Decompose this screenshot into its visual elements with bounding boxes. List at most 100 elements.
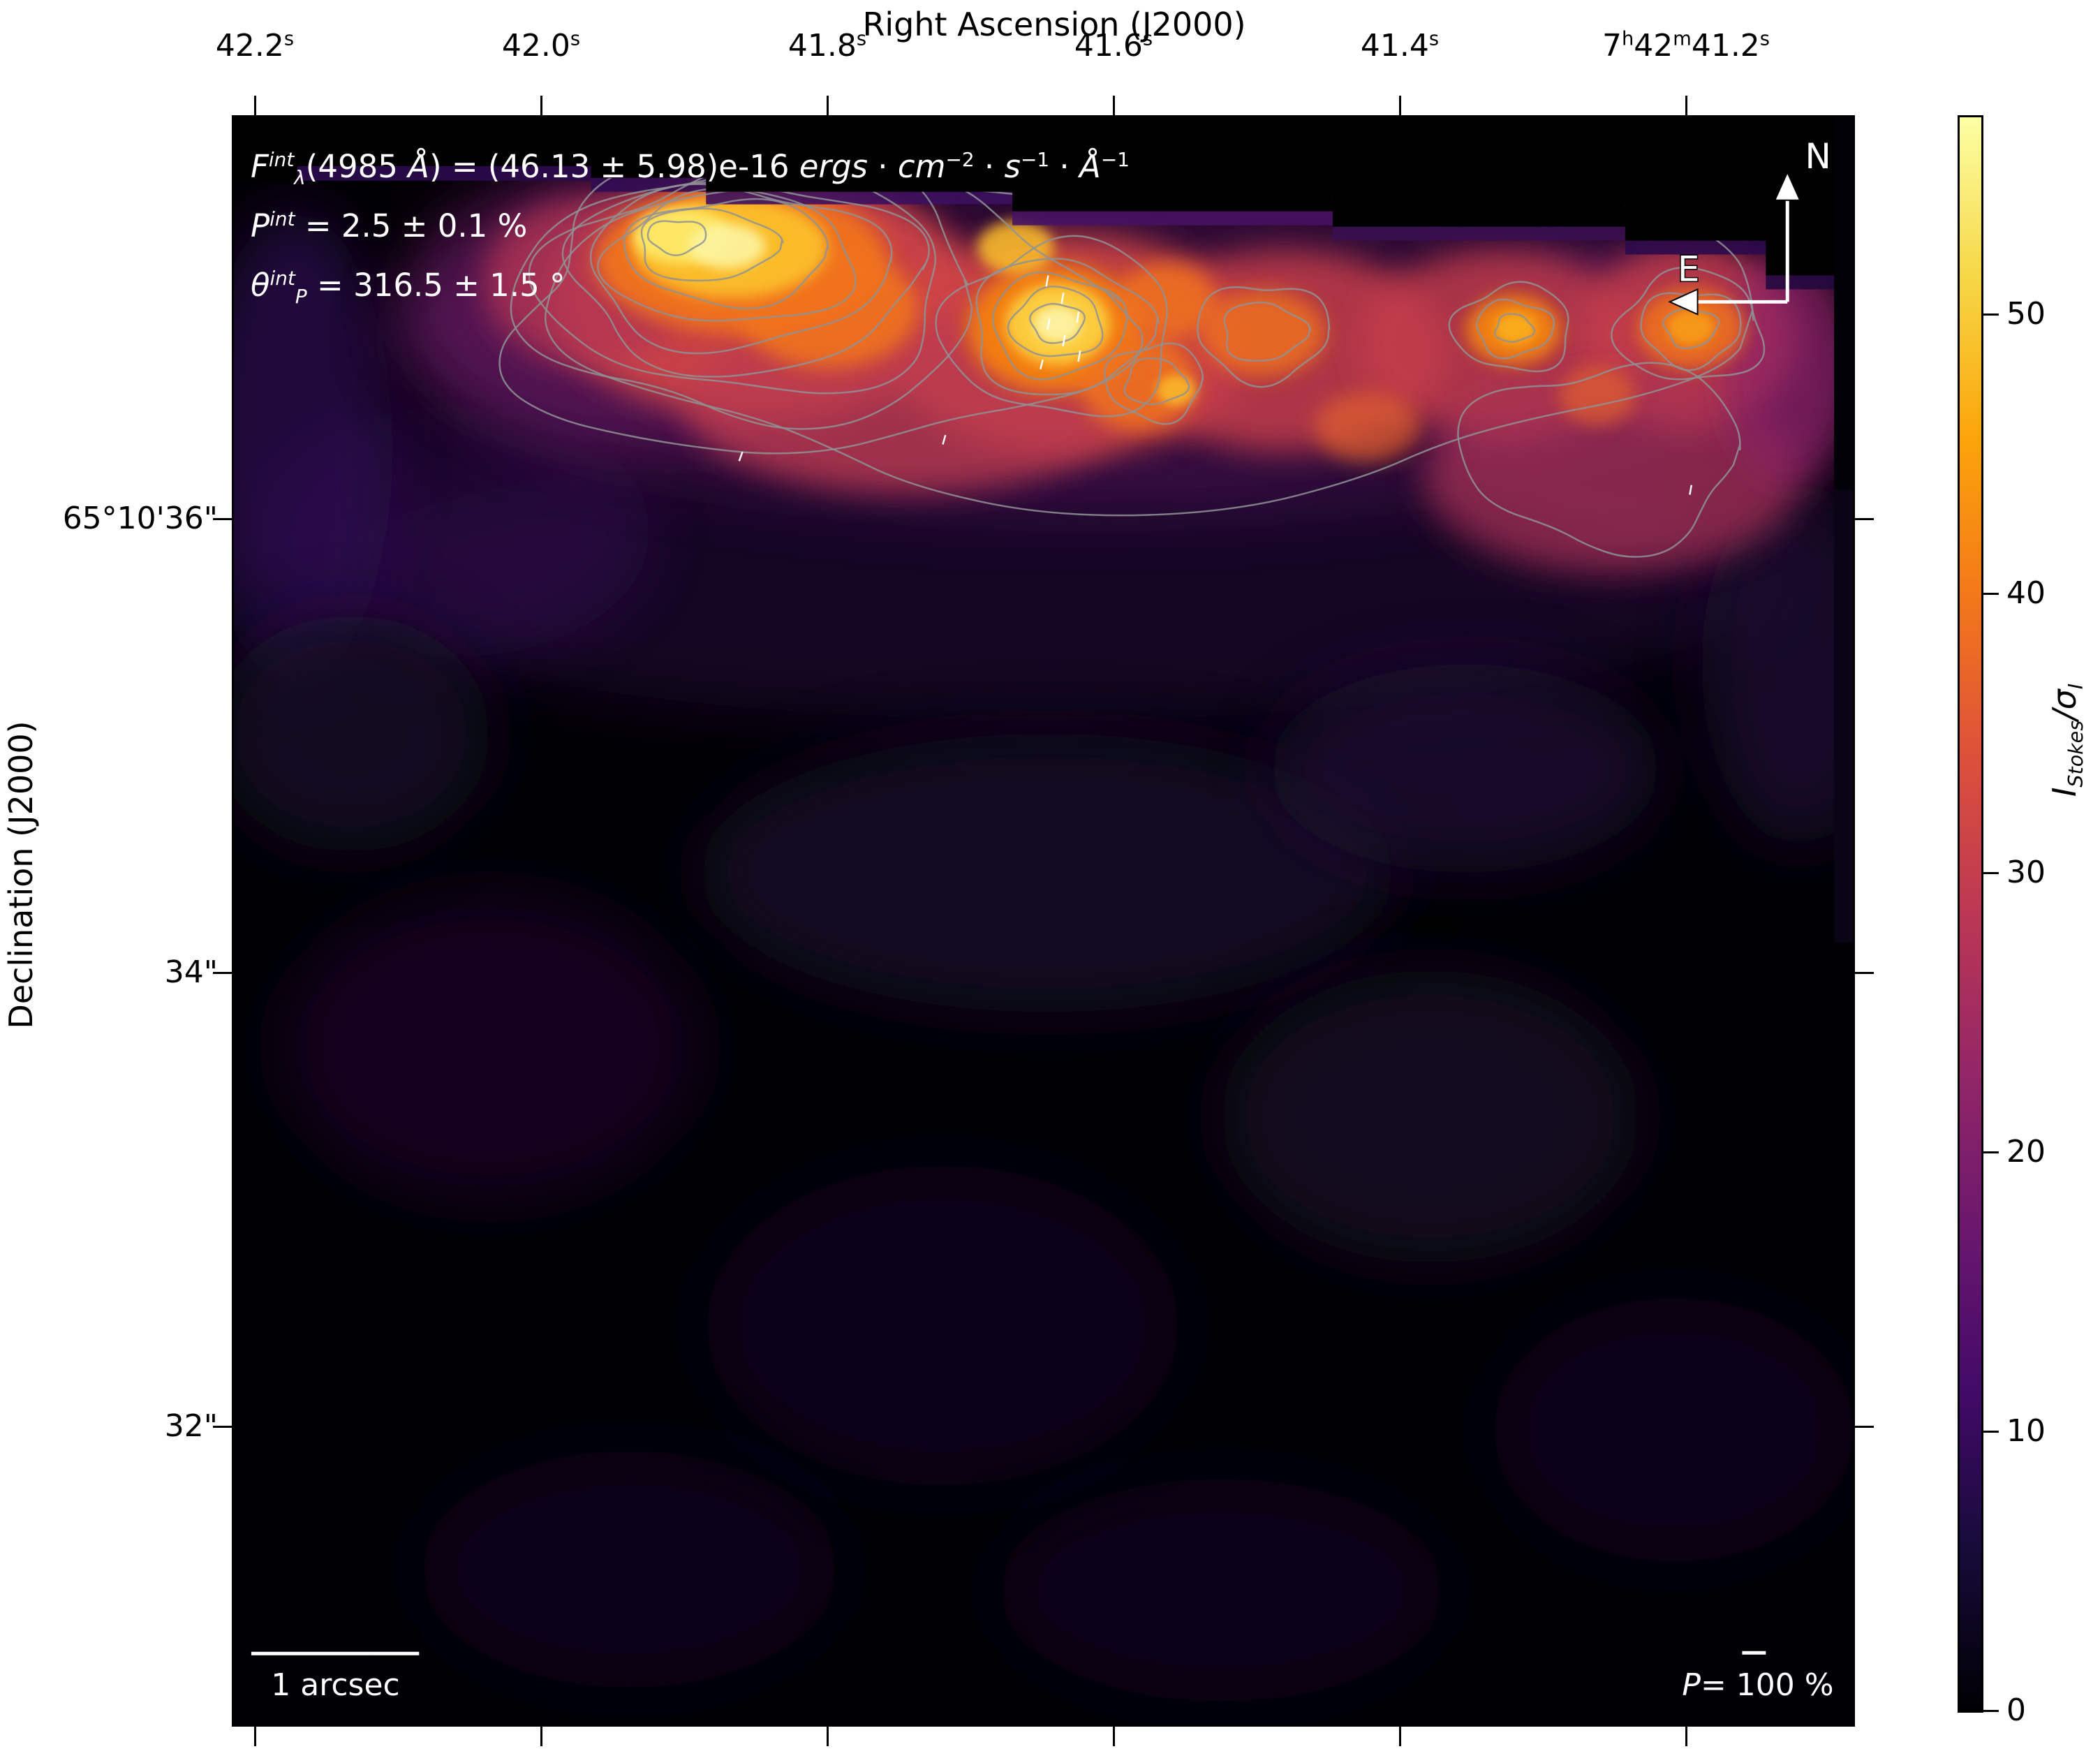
text-segment: h [1621,28,1634,50]
text-segment: = 2.5 ± 0.1 % [295,207,528,244]
text-segment: · [1049,148,1080,185]
x-axis-title: Right Ascension (J2000) [862,6,1246,43]
y-axis-title: Declination (J2000) [2,721,40,1029]
colorbar-title: IStokes/σI [2043,531,2088,950]
y-tick-mark-left [213,971,232,974]
pol-legend-label: P= 100 % [1674,1667,1842,1703]
text-segment: −2 [945,148,975,171]
x-tick-mark-bottom [1398,1727,1401,1746]
y-tick-label: 32" [164,1408,218,1444]
text-segment: · [974,148,1005,185]
text-segment: s [1142,28,1153,50]
text-segment: m [1673,28,1692,50]
text-segment: 42 [1634,28,1673,64]
scalebar-label: 1 arcsec [271,1667,400,1703]
x-tick-mark-top [253,96,256,115]
compass-label-e: E [1678,249,1700,289]
colorbar-tick-mark [1983,1151,1999,1153]
text-segment: = 100 % [1700,1667,1834,1703]
text-segment: θ [251,267,270,304]
intensity-heatmap: NE [234,117,1853,1725]
text-segment: (4985 [305,148,408,185]
x-tick-mark-top [1685,96,1687,115]
text-segment: int [268,148,295,171]
colorbar-tick-mark [1983,1709,1999,1712]
text-segment: λ [294,166,306,189]
x-tick-mark-top [1112,96,1115,115]
text-segment: s [1759,28,1770,50]
text-segment: Å [1079,148,1101,185]
text-segment: 7 [1602,28,1622,64]
x-tick-label: 41.4s [1239,27,1560,66]
text-segment: 42.0 [501,28,570,64]
colorbar-tick-mark [1983,871,1999,874]
x-tick-mark-top [540,96,542,115]
colorbar-tick-mark [1983,313,1999,316]
x-tick-label: 41.6s [953,27,1274,66]
x-tick-label: 42.0s [380,27,702,66]
text-segment: ) = (46.13 ± 5.98)e-16 [429,148,799,185]
x-tick-mark-bottom [540,1727,542,1746]
text-segment: −1 [1020,148,1050,171]
text-segment: Å [408,148,429,185]
y-tick-label: 65°10'36" [62,501,218,536]
flux-annotation: Fintλ(4985 Å) = (46.13 ± 5.98)e-16 ergs … [251,148,1130,187]
compass-arrowhead [1773,170,1801,201]
y-tick-mark-right [1855,517,1874,520]
text-segment: = 316.5 ± 1.5 ° [306,267,565,304]
text-segment: Stokes [2064,720,2088,788]
x-tick-mark-bottom [826,1727,829,1746]
colorbar-tick-label: 20 [2006,1134,2046,1169]
x-tick-label: 41.8s [667,27,988,66]
colorbar-tick-label: 30 [2006,855,2046,890]
text-segment: s [570,28,581,50]
text-segment: 41.2 [1691,28,1760,64]
colorbar-tick-label: 40 [2006,575,2046,611]
colorbar-tick-mark [1983,592,1999,595]
colorbar-tick-label: 50 [2006,296,2046,332]
angle-annotation: θintP = 316.5 ± 1.5 ° [251,267,1130,306]
text-segment: I [2064,683,2088,690]
x-tick-mark-bottom [253,1727,256,1746]
text-segment: s [856,28,867,50]
text-segment: 41.4 [1360,28,1429,64]
text-segment: σ [2046,689,2083,710]
text-segment: P [295,285,307,308]
x-tick-label: 7h42m41.2s [1525,27,1847,66]
y-tick-mark-right [1855,971,1874,974]
compass-label-n: N [1805,136,1831,177]
compass-arrowhead [1668,288,1699,316]
y-tick-mark-left [213,1425,232,1428]
text-segment: int [269,267,295,290]
text-segment: cm [897,148,946,185]
text-segment: s [283,28,295,50]
colorbar-gradient [1960,117,1981,1711]
text-segment: s [1428,28,1440,50]
colorbar-tick-label: 0 [2006,1692,2026,1728]
text-segment: s [1004,148,1021,185]
y-tick-mark-right [1855,1425,1874,1428]
x-tick-mark-top [1398,96,1401,115]
colorbar [1958,115,1983,1713]
y-tick-mark-left [213,517,232,520]
x-tick-label: 42.2s [94,27,415,66]
text-segment: P [1682,1667,1701,1703]
text-segment: · [867,148,898,185]
x-tick-mark-top [826,96,829,115]
text-segment: F [251,148,269,185]
text-segment: P [251,207,270,244]
y-tick-label: 34" [164,954,218,990]
text-segment: 41.6 [1074,28,1143,64]
annotation-block: Fintλ(4985 Å) = (46.13 ± 5.98)e-16 ergs … [251,148,1130,326]
text-segment: / [2046,709,2083,721]
text-segment: 41.8 [788,28,857,64]
text-segment: −1 [1100,148,1130,171]
text-segment: I [2046,787,2083,797]
x-tick-mark-bottom [1685,1727,1687,1746]
text-segment: 42.2 [215,28,284,64]
text-segment: ergs [799,148,868,185]
text-segment: int [269,207,295,230]
colorbar-tick-label: 10 [2006,1413,2046,1449]
